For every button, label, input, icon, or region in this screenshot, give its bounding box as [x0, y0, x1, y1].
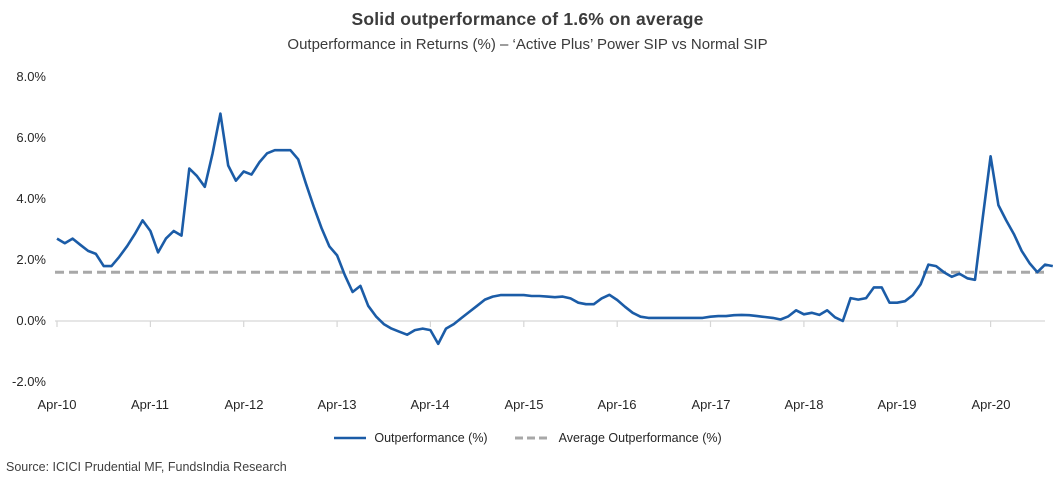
y-tick-label: 6.0% — [16, 130, 46, 145]
x-tick-label: Apr-18 — [784, 397, 824, 412]
x-tick-label: Apr-13 — [317, 397, 357, 412]
y-tick-label: 8.0% — [16, 69, 46, 84]
average-line-swatch-icon — [514, 436, 551, 440]
x-tick-label: Apr-11 — [130, 397, 170, 412]
series-line-swatch-icon — [334, 436, 367, 440]
x-tick-label: Apr-15 — [504, 397, 544, 412]
legend-label-outperformance: Outperformance (%) — [374, 431, 488, 445]
chart-title: Solid outperformance of 1.6% on average — [351, 9, 704, 29]
source-note: Source: ICICI Prudential MF, FundsIndia … — [6, 460, 287, 474]
x-tick-label: Apr-19 — [877, 397, 917, 412]
legend-item-average: Average Outperformance (%) — [514, 431, 722, 445]
x-tick-marks — [56, 321, 992, 327]
legend-item-outperformance: Outperformance (%) — [333, 431, 488, 445]
x-tick-label: Apr-20 — [971, 397, 1011, 412]
chart-subtitle: Outperformance in Returns (%) – ‘Active … — [287, 36, 768, 53]
y-tick-label: -2.0% — [12, 374, 46, 389]
x-tick-label: Apr-16 — [597, 397, 637, 412]
legend-label-average: Average Outperformance (%) — [558, 431, 722, 445]
x-tick-label: Apr-10 — [37, 397, 77, 412]
y-tick-label: 2.0% — [16, 252, 46, 267]
y-tick-label: 4.0% — [16, 191, 46, 206]
outperformance-line — [56, 112, 1054, 346]
x-tick-label: Apr-17 — [691, 397, 731, 412]
x-tick-label: Apr-14 — [410, 397, 450, 412]
x-tick-label: Apr-12 — [224, 397, 264, 412]
chart-legend: Outperformance (%) Average Outperformanc… — [0, 431, 1055, 445]
y-tick-label: 0.0% — [16, 313, 46, 328]
